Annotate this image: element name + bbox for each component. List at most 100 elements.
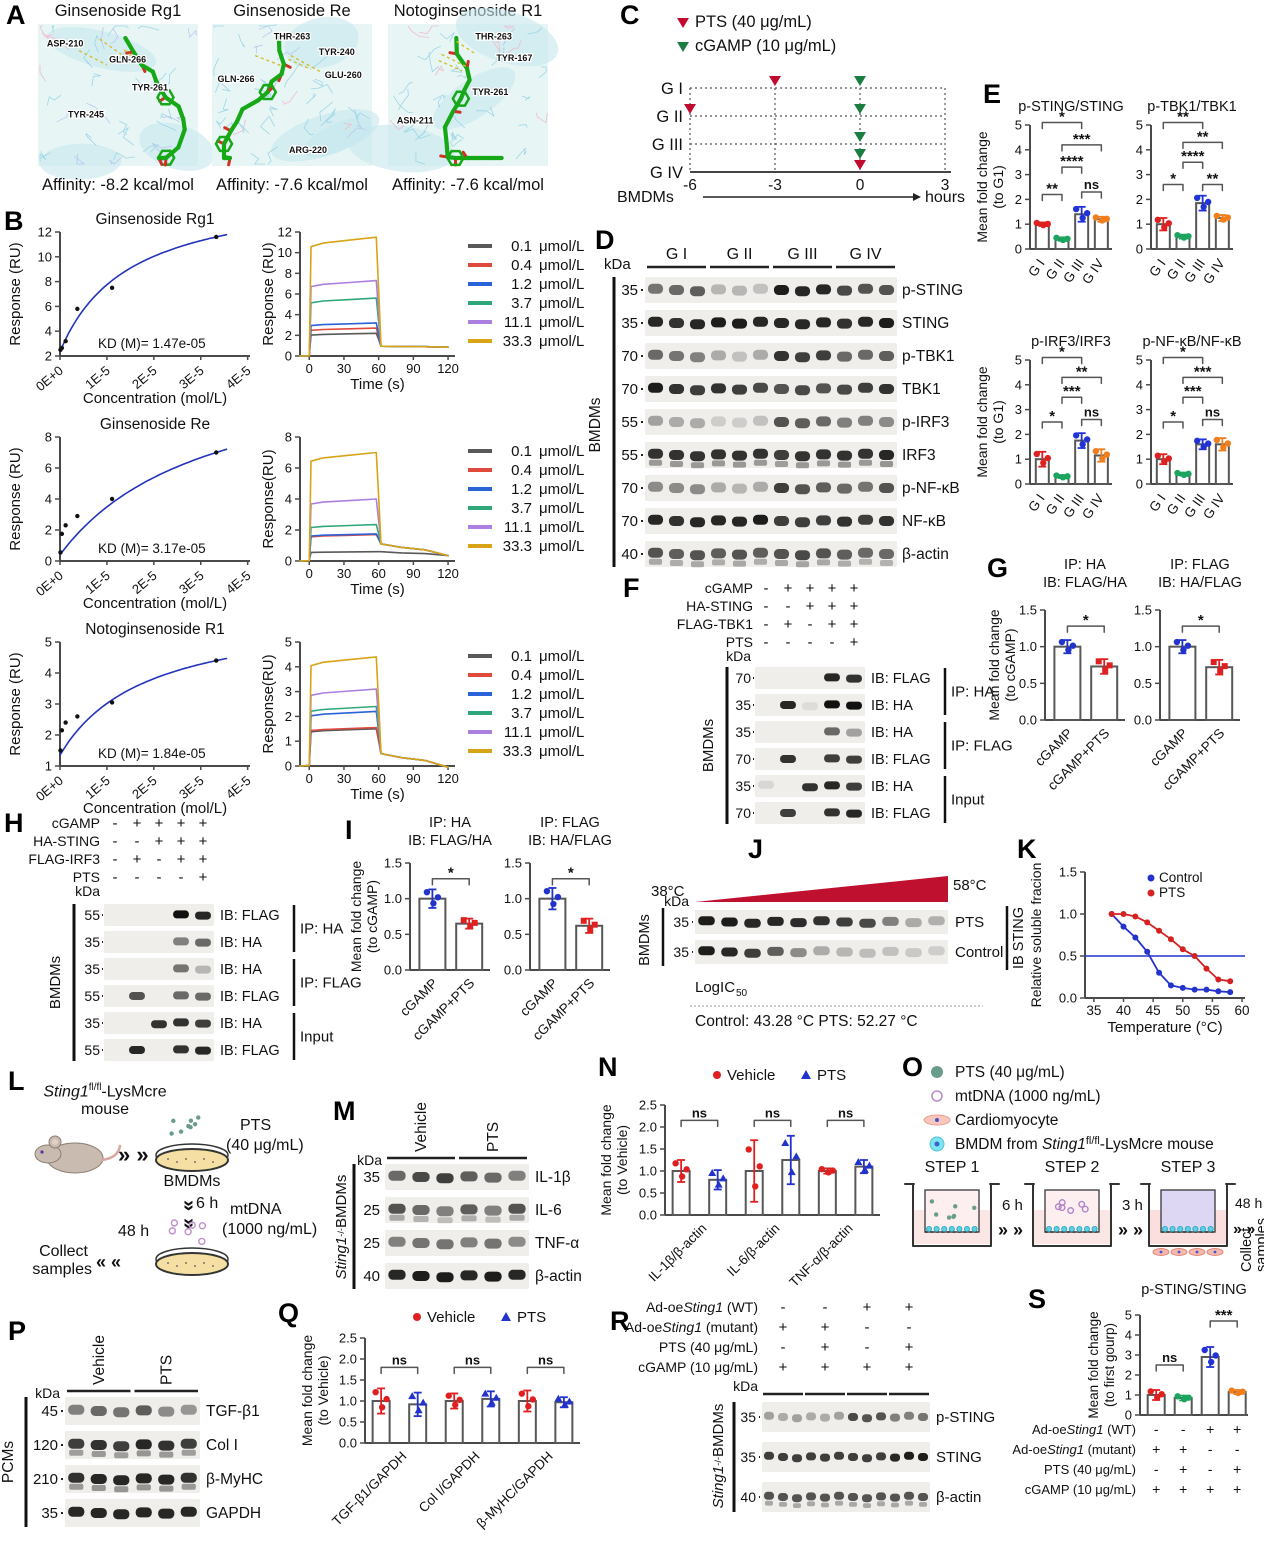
treatment-value: + — [1233, 1481, 1241, 1497]
hours-label: hours — [925, 189, 965, 206]
mesh-line — [260, 115, 275, 135]
panel-N-letter: N — [598, 1052, 618, 1082]
blot-band — [648, 459, 663, 466]
data-point — [854, 1157, 863, 1165]
treatment-value: - — [786, 598, 791, 615]
data-point — [1053, 234, 1060, 242]
mtdna-dose: (1000 ng/mL) — [222, 1221, 317, 1238]
blot-band — [195, 938, 211, 947]
treatment-marker — [684, 104, 696, 114]
blot-band — [905, 948, 922, 958]
data-point — [423, 888, 431, 896]
transwell-insert — [1160, 1189, 1216, 1233]
treatment-value: + — [1179, 1481, 1187, 1497]
treatment-value: + — [1152, 1481, 1160, 1497]
sig-bracket — [1182, 396, 1204, 404]
blot-band — [824, 808, 840, 817]
blot-band — [791, 1454, 803, 1463]
data-point — [860, 1165, 869, 1173]
y-axis-label: Response (RU) — [260, 242, 277, 345]
data-point — [1120, 923, 1127, 930]
y-tick-label: 2.5 — [639, 1098, 657, 1113]
chart-title: IP: FLAG — [540, 815, 600, 831]
blot-band — [815, 482, 832, 493]
data-point — [745, 1146, 752, 1153]
blot-band — [731, 516, 748, 527]
blot-band — [882, 916, 899, 926]
data-point — [1228, 1387, 1235, 1394]
data-point — [430, 900, 437, 907]
blot-strip — [104, 931, 214, 953]
sensorgram-curve — [299, 523, 449, 562]
blot-band — [790, 918, 807, 928]
blot-band — [752, 382, 769, 393]
blot-band — [436, 1239, 454, 1250]
blot-band — [846, 674, 862, 683]
group-label: Input — [300, 1029, 334, 1046]
kda-label: 120 — [33, 1437, 58, 1454]
#pN-canvas: Vehicle PTS 0.0 0.5 1.0 1.5 2.0 2.5 ns ns ns IL-1β/… — [598, 1067, 880, 1290]
blot-band — [412, 1205, 430, 1215]
blot-band — [180, 1506, 197, 1517]
protein-label: TBK1 — [902, 381, 941, 398]
protein-label: IB: HA — [220, 935, 262, 951]
data-point — [1156, 927, 1163, 934]
blot-band — [647, 316, 664, 327]
tspan-shape: Ad-oe — [646, 1299, 684, 1315]
data-point — [1191, 986, 1198, 993]
blot-band — [847, 1493, 859, 1501]
blot-band — [805, 1492, 817, 1501]
y-tick-label: 1.5 — [1134, 603, 1152, 618]
treatment-value: - — [764, 598, 769, 615]
mesh-line — [440, 32, 455, 42]
blot-band — [858, 558, 873, 565]
mesh-line — [435, 65, 444, 76]
blot-band — [647, 349, 664, 360]
treatment-value: + — [806, 598, 815, 615]
blot-band — [731, 351, 748, 362]
blot-band — [813, 916, 830, 926]
chart-title: IB: HA/FLAG — [528, 833, 612, 849]
blot-band — [857, 316, 874, 327]
ribbon — [47, 27, 157, 72]
legend-conc: 11.1 — [504, 724, 532, 741]
blot-band — [875, 1492, 887, 1501]
sig-bracket — [1201, 183, 1224, 192]
x-axis-label: Time (s) — [350, 376, 404, 393]
y-tick-label: 1.5 — [504, 856, 522, 871]
fit-curve — [59, 657, 228, 756]
data-point — [59, 345, 65, 351]
y-tick-label: 0 — [285, 554, 292, 569]
blot-band — [721, 917, 738, 927]
data-point — [1213, 212, 1221, 220]
h-bond — [288, 58, 312, 71]
panel-O-canvas: PTS (40 μg/mL) mtDNA (1000 ng/mL) Cardiomy… — [904, 1064, 1262, 1256]
legend-unit: μmol/L — [539, 276, 584, 293]
kda-unit: kDa — [75, 883, 100, 899]
x-tick-label: 3 — [941, 177, 950, 194]
panel-J-canvas: 38°C 58°C kDa 35 PTS 35 Control BMDMs LogIC 50 Con… — [637, 876, 1009, 1030]
group-header: G IV — [849, 246, 881, 263]
side-label: BMDMs — [587, 397, 604, 452]
category-label: G IV — [1200, 491, 1228, 522]
sig-bracket — [1041, 356, 1083, 365]
legend-dot — [1147, 874, 1155, 882]
blot-band — [794, 418, 811, 429]
treatment-value: - — [1154, 1421, 1159, 1437]
blot-band — [689, 418, 706, 429]
treatment-value: + — [199, 851, 208, 868]
panel-C-letter: C — [620, 0, 640, 30]
treatment-value: + — [199, 869, 208, 886]
treatment-label: Ad-oeSting1 (WT) — [646, 1299, 758, 1315]
blot-band — [114, 1486, 129, 1493]
sig-bracket — [453, 1366, 492, 1375]
bmdm-cell — [1068, 1225, 1075, 1232]
treatment-value: + — [177, 851, 186, 868]
data-point — [467, 923, 474, 930]
treatment-value: - — [865, 1339, 870, 1356]
category-label: Col I/GAPDH — [416, 1449, 483, 1516]
blot-band — [928, 916, 945, 926]
data-point — [1213, 436, 1221, 444]
sig-bracket — [1182, 141, 1224, 150]
blot-band — [412, 1172, 430, 1182]
